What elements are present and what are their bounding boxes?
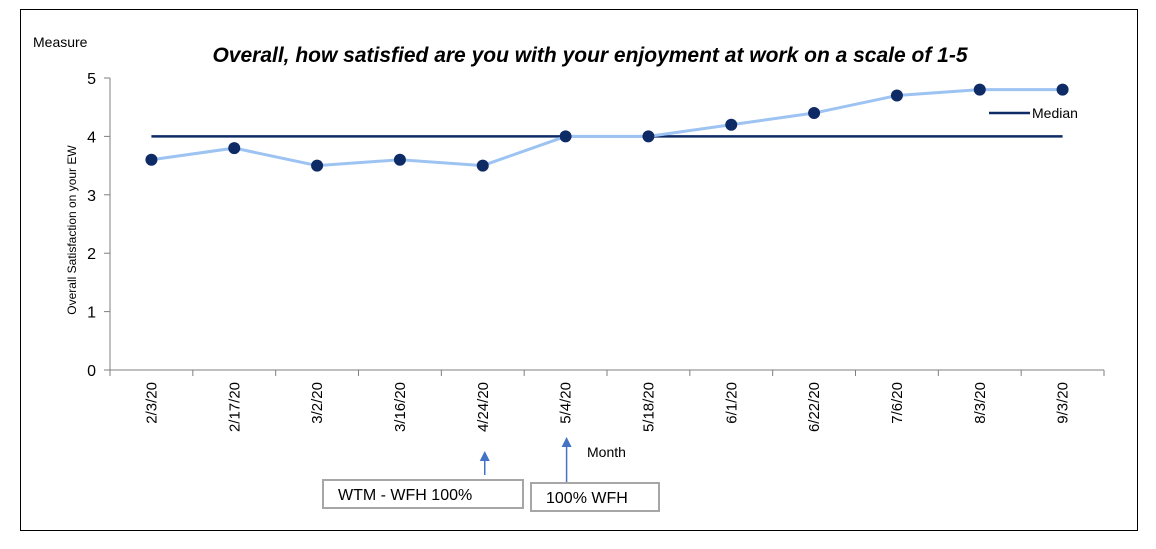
- x-tick-label: 7/6/20: [889, 382, 906, 424]
- data-point: [559, 130, 572, 143]
- legend-label-median: Median: [1032, 105, 1078, 121]
- chart-frame: [20, 9, 1138, 531]
- axes: 0 1 2 3 4 5 2/3/20 2/17/20 3/2/20 3/16/20 4/24/20 5…: [87, 71, 1105, 432]
- y-axis-title: Overall Satisfaction on your EW: [65, 145, 79, 315]
- data-point: [476, 159, 489, 172]
- y-tick-label: 1: [87, 305, 96, 322]
- legend: Median: [989, 105, 1078, 121]
- x-tick-label: 2/17/20: [226, 382, 243, 432]
- data-point: [1056, 83, 1069, 96]
- x-tick-label: 4/24/20: [475, 382, 492, 432]
- x-tick-label: 8/3/20: [972, 382, 989, 424]
- data-point: [890, 89, 903, 102]
- x-tick-label: 6/1/20: [723, 382, 740, 424]
- series-layer: [145, 83, 1069, 172]
- data-point: [725, 118, 738, 131]
- series-line: [151, 88, 1063, 168]
- data-point: [642, 130, 655, 143]
- data-point: [808, 107, 821, 120]
- x-axis-title: Month: [587, 444, 626, 460]
- data-point: [973, 83, 986, 96]
- y-tick-label: 0: [87, 363, 96, 380]
- x-tick-label: 2/3/20: [143, 382, 160, 424]
- chart-title: Overall, how satisfied are you with your…: [212, 44, 967, 67]
- annotation-arrow-head: [479, 451, 490, 461]
- data-point: [228, 142, 241, 155]
- x-tick-label: 3/16/20: [392, 382, 409, 432]
- annotation-arrows: [479, 437, 572, 482]
- data-point: [145, 153, 158, 166]
- annotation-100-wfh: 100% WFH: [530, 482, 660, 512]
- data-point: [393, 153, 406, 166]
- annotation-arrow-head: [561, 437, 572, 447]
- x-tick-label: 5/4/20: [558, 382, 575, 424]
- annotation-wtm-wfh: WTM - WFH 100%: [322, 479, 524, 509]
- x-tick-label: 6/22/20: [806, 382, 823, 432]
- y-tick-label: 2: [87, 246, 96, 263]
- x-tick-label: 9/3/20: [1055, 382, 1072, 424]
- y-tick-label: 4: [87, 129, 96, 146]
- data-point: [311, 159, 324, 172]
- x-tick-label: 5/18/20: [640, 382, 657, 432]
- measure-label: Measure: [33, 34, 88, 50]
- y-tick-label: 5: [87, 71, 96, 88]
- x-tick-label: 3/2/20: [309, 382, 326, 424]
- y-tick-label: 3: [87, 188, 96, 205]
